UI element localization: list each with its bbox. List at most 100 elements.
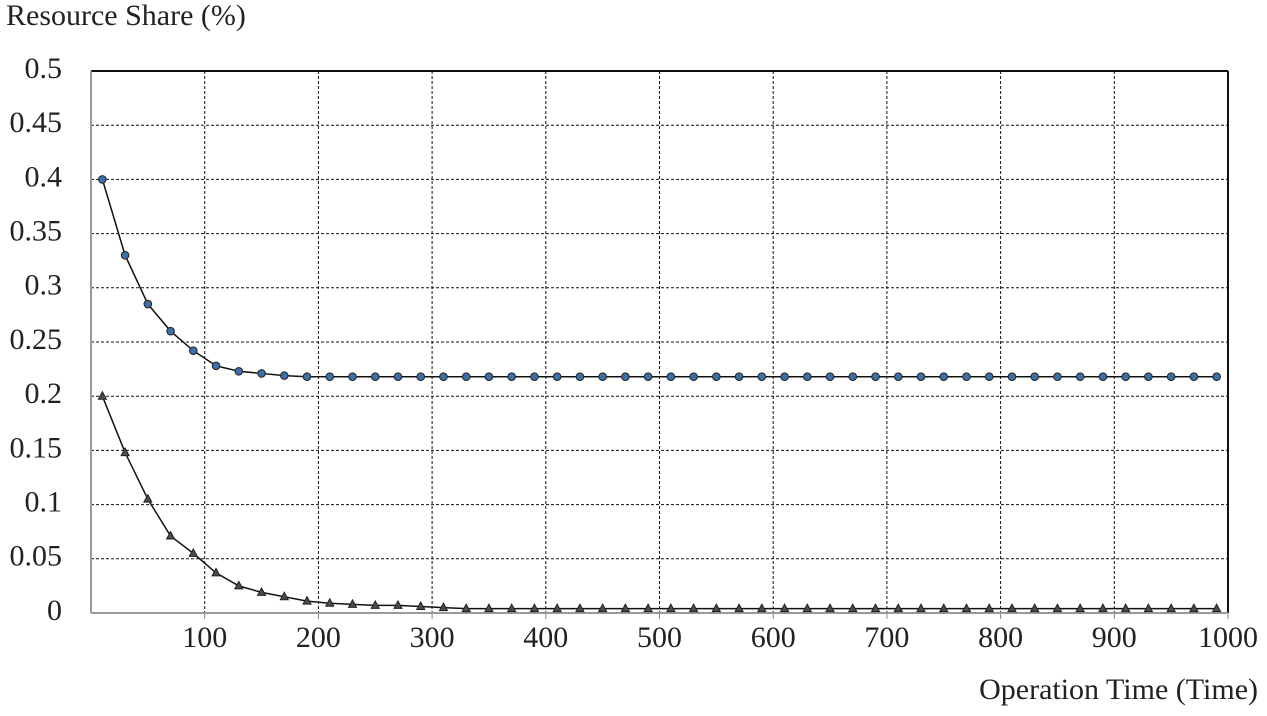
data-point xyxy=(506,603,517,613)
data-point xyxy=(938,603,949,613)
data-point xyxy=(1075,603,1086,613)
data-point xyxy=(1212,372,1221,381)
x-tick-label: 500 xyxy=(637,621,682,654)
data-point xyxy=(438,602,449,612)
data-point xyxy=(1052,603,1063,613)
data-point xyxy=(916,603,926,613)
data-point xyxy=(302,372,312,381)
data-point xyxy=(393,372,403,381)
data-point xyxy=(1121,372,1130,381)
data-point xyxy=(643,372,653,381)
series-line xyxy=(101,395,1217,610)
data-point xyxy=(1007,372,1017,381)
x-tick-label: 100 xyxy=(182,621,227,654)
y-tick-label: 0.1 xyxy=(25,485,63,518)
data-point xyxy=(689,372,698,381)
data-point xyxy=(711,603,722,613)
data-point xyxy=(871,372,880,381)
x-tick-label: 900 xyxy=(1092,621,1137,654)
data-point xyxy=(143,493,153,503)
data-point xyxy=(870,603,881,613)
data-point xyxy=(597,603,608,613)
data-point xyxy=(234,366,244,376)
data-point xyxy=(734,372,744,381)
data-point xyxy=(507,372,516,381)
data-point xyxy=(1211,603,1222,613)
data-point xyxy=(484,603,494,613)
data-point xyxy=(666,603,676,613)
data-point xyxy=(1098,372,1108,381)
data-point xyxy=(233,580,244,590)
data-point xyxy=(666,372,676,381)
data-point xyxy=(1189,603,1199,613)
data-point xyxy=(847,603,858,613)
data-point xyxy=(552,603,563,613)
data-point xyxy=(439,372,448,381)
data-point xyxy=(279,591,290,601)
data-point xyxy=(780,372,789,381)
data-point xyxy=(803,372,812,381)
data-point xyxy=(97,390,108,400)
data-point xyxy=(575,603,585,613)
y-tick-label: 0.4 xyxy=(25,160,63,193)
data-point xyxy=(143,299,153,309)
x-tick-label: 1000 xyxy=(1198,621,1258,654)
data-point xyxy=(1007,603,1017,613)
data-point xyxy=(939,372,949,381)
data-point xyxy=(621,372,630,381)
data-point xyxy=(256,586,267,596)
x-tick-label: 700 xyxy=(864,621,909,654)
x-tick-label: 800 xyxy=(978,621,1023,654)
data-point xyxy=(530,372,539,381)
data-point xyxy=(165,530,176,540)
data-point xyxy=(1144,372,1153,381)
data-point xyxy=(166,326,175,336)
data-point xyxy=(211,567,221,577)
x-tick-label: 400 xyxy=(523,621,568,654)
data-point xyxy=(347,598,358,608)
data-point xyxy=(416,372,426,381)
data-point xyxy=(325,372,335,381)
data-point xyxy=(279,371,289,380)
data-point xyxy=(461,372,471,381)
data-point xyxy=(1143,603,1154,613)
data-point xyxy=(370,372,380,381)
data-point xyxy=(461,603,472,613)
data-point xyxy=(598,372,607,381)
y-tick-label: 0.25 xyxy=(10,323,63,356)
data-point xyxy=(756,603,767,613)
data-point xyxy=(848,372,858,381)
data-point xyxy=(712,372,721,381)
data-point xyxy=(188,547,199,557)
data-point xyxy=(552,372,562,381)
data-point xyxy=(98,175,107,184)
data-point xyxy=(825,603,835,613)
y-tick-label: 0.3 xyxy=(25,269,63,302)
data-point xyxy=(757,372,767,381)
data-point xyxy=(324,597,335,607)
data-point xyxy=(189,346,198,355)
data-point xyxy=(961,603,972,613)
data-point xyxy=(893,372,903,381)
y-tick-label: 0.2 xyxy=(25,377,63,410)
data-point xyxy=(393,599,403,609)
y-axis-title: Resource Share (%) xyxy=(6,0,246,32)
data-point xyxy=(1189,372,1199,381)
data-point xyxy=(370,599,381,609)
y-tick-label: 0.15 xyxy=(10,431,63,464)
data-point xyxy=(211,361,221,371)
y-tick-label: 0.45 xyxy=(10,106,63,139)
data-point xyxy=(1030,372,1040,381)
data-point xyxy=(802,603,813,613)
data-point xyxy=(575,372,585,381)
data-point xyxy=(734,603,744,613)
data-point xyxy=(1166,372,1176,381)
data-point xyxy=(120,447,130,457)
data-point xyxy=(1075,372,1085,381)
x-tick-label: 200 xyxy=(296,621,341,654)
x-tick-label: 600 xyxy=(751,621,796,654)
data-point xyxy=(916,372,926,381)
data-point xyxy=(302,595,312,605)
data-point xyxy=(415,600,426,610)
